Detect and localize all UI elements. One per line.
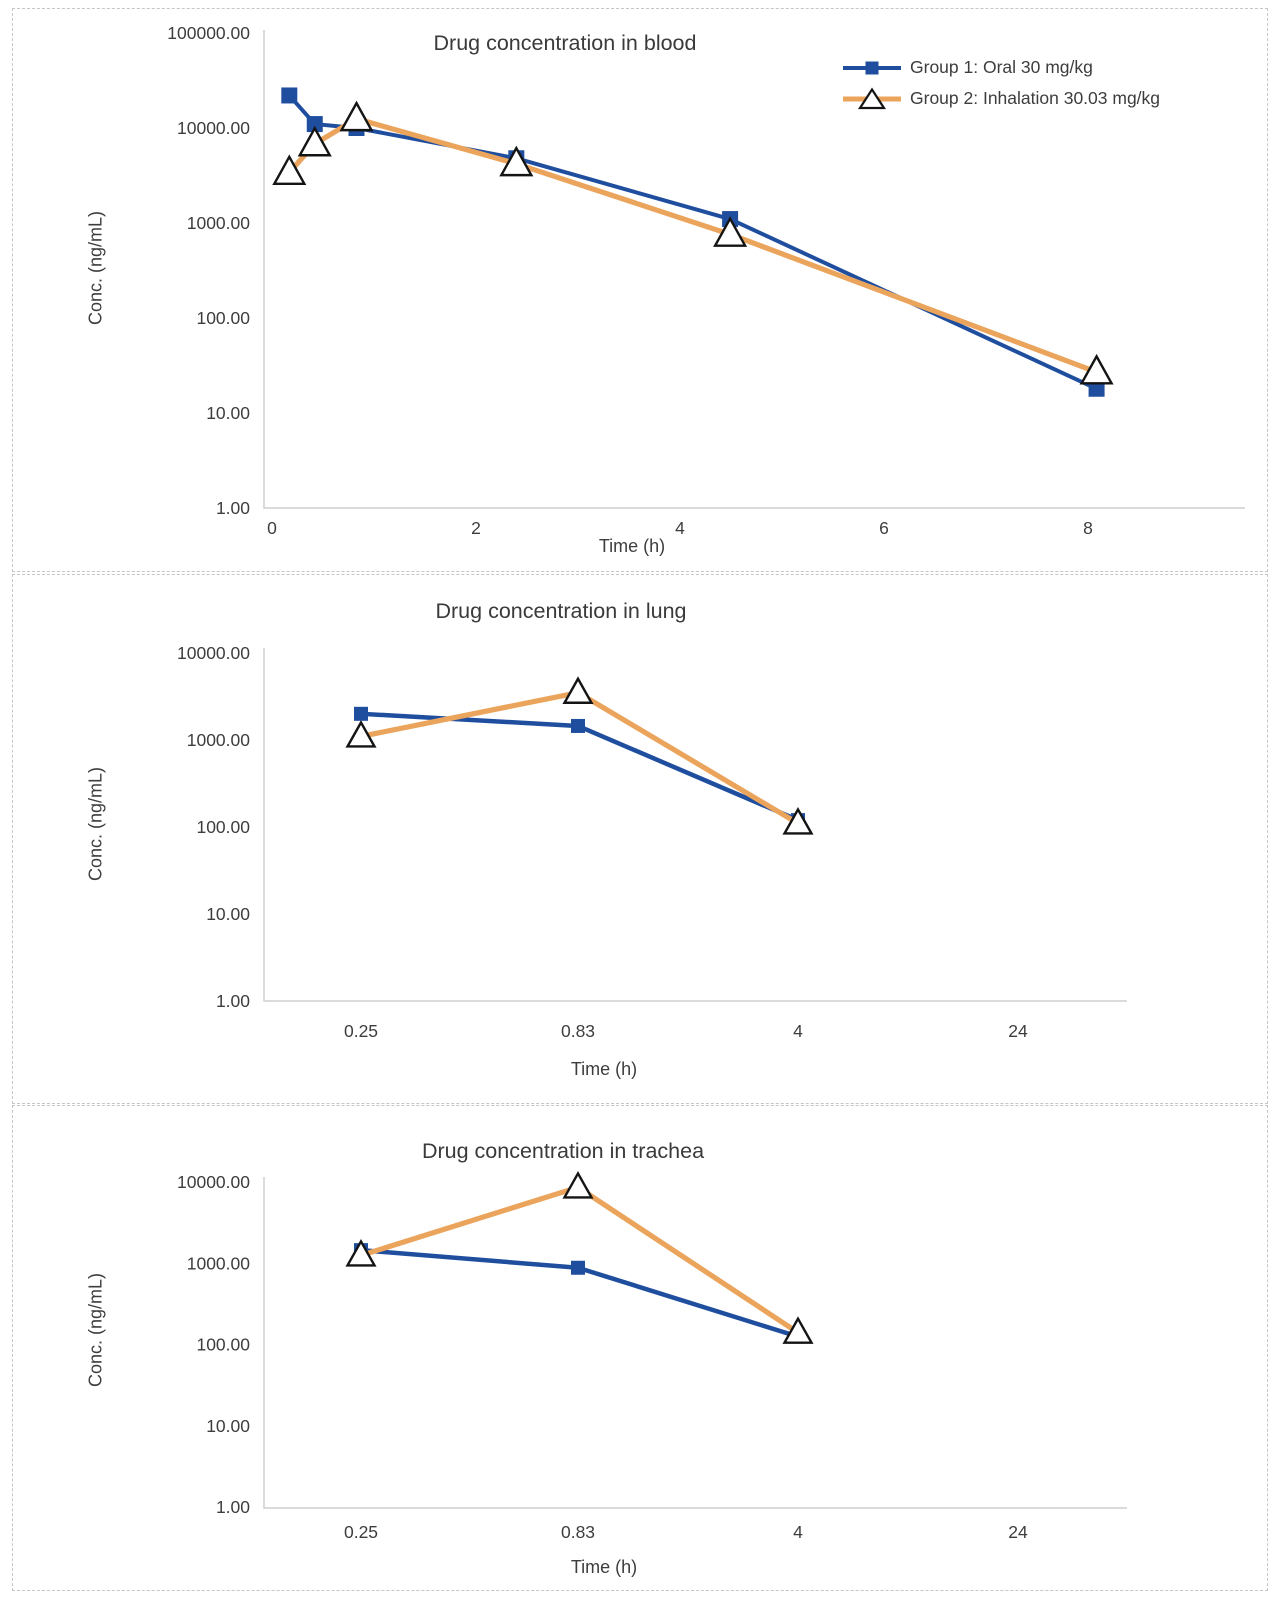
x-tick-label: 4 (793, 1021, 803, 1041)
trachea-y-axis-title: Conc. (ng/mL) (85, 1272, 106, 1388)
x-tick-label: 0.83 (561, 1021, 595, 1041)
x-tick-label: 2 (471, 518, 481, 538)
marker-square (281, 87, 298, 104)
legend-row-group1: Group 1: Oral 30 mg/kg (843, 52, 1160, 83)
x-tick-label: 0 (267, 518, 277, 538)
x-tick-label: 0.83 (561, 1522, 595, 1542)
blood-y-axis-title: Conc. (ng/mL) (85, 210, 106, 326)
marker-triangle (782, 1316, 814, 1344)
marker-triangle (562, 1170, 594, 1199)
marker-triangle (345, 720, 377, 748)
lung-x-axis-title: Time (h) (570, 1059, 638, 1079)
x-tick-label: 6 (879, 518, 889, 538)
y-tick-label: 10000.00 (177, 1172, 250, 1192)
x-tick-label: 0.25 (344, 1021, 378, 1041)
lung-y-axis-title: Conc. (ng/mL) (85, 766, 106, 882)
blood-chart-panel (12, 8, 1268, 572)
legend-row-group2: Group 2: Inhalation 30.03 mg/kg (843, 83, 1160, 114)
axis-line (263, 648, 1127, 1002)
marker-square (354, 706, 368, 721)
marker-triangle (297, 125, 332, 157)
blood-x-axis-title: Time (h) (598, 536, 666, 556)
x-tick-label: 0.25 (344, 1522, 378, 1542)
y-tick-label: 1.00 (216, 498, 250, 518)
legend-label-group2: Group 2: Inhalation 30.03 mg/kg (910, 88, 1161, 108)
marker-triangle (339, 100, 374, 132)
y-tick-label: 1000.00 (187, 1253, 251, 1273)
marker-square (571, 1260, 585, 1275)
y-tick-label: 10.00 (206, 1416, 250, 1436)
legend: Group 1: Oral 30 mg/kg Group 2: Inhalati… (843, 52, 1160, 114)
marker-triangle (562, 676, 594, 704)
blood-chart-title: Drug concentration in blood (433, 31, 697, 55)
axis-line (263, 1177, 1127, 1509)
x-tick-label: 4 (793, 1522, 803, 1542)
trachea-x-axis-title: Time (h) (570, 1557, 638, 1577)
series-line-group1 (287, 94, 1098, 391)
series-line-group2 (360, 1184, 800, 1335)
trachea-chart-panel (12, 1105, 1268, 1591)
x-tick-label: 8 (1083, 518, 1093, 538)
y-tick-label: 1000.00 (187, 730, 251, 750)
marker-triangle (713, 216, 748, 247)
trachea-chart-title: Drug concentration in trachea (421, 1139, 705, 1163)
axis-line (263, 30, 1245, 509)
y-tick-label: 100.00 (196, 817, 250, 837)
y-tick-label: 10.00 (206, 904, 250, 924)
y-tick-label: 10000.00 (177, 118, 250, 138)
marker-square (571, 718, 585, 733)
marker-square (306, 116, 323, 133)
y-tick-label: 100.00 (196, 1335, 250, 1355)
y-tick-label: 1.00 (216, 1497, 250, 1517)
group1-line-square-icon (843, 61, 901, 74)
marker-triangle (499, 145, 534, 177)
marker-triangle (272, 154, 307, 186)
x-tick-label: 24 (1008, 1021, 1028, 1041)
marker-triangle (345, 1239, 377, 1267)
y-tick-label: 1.00 (216, 991, 250, 1011)
lung-chart-panel (12, 574, 1268, 1104)
x-tick-label: 4 (675, 518, 685, 538)
marker-triangle (782, 807, 814, 835)
marker-triangle (1079, 353, 1114, 385)
legend-label-group1: Group 1: Oral 30 mg/kg (910, 57, 1093, 77)
y-tick-label: 10.00 (206, 403, 250, 423)
y-tick-label: 1000.00 (187, 213, 251, 233)
x-tick-label: 24 (1008, 1522, 1028, 1542)
lung-chart-title: Drug concentration in lung (435, 599, 687, 623)
y-tick-label: 100000.00 (167, 23, 250, 43)
y-tick-label: 100.00 (196, 308, 250, 328)
marker-square (1088, 380, 1105, 397)
y-tick-label: 10000.00 (177, 643, 250, 663)
group2-line-triangle-icon (843, 86, 901, 109)
series-line-group2 (360, 690, 800, 826)
